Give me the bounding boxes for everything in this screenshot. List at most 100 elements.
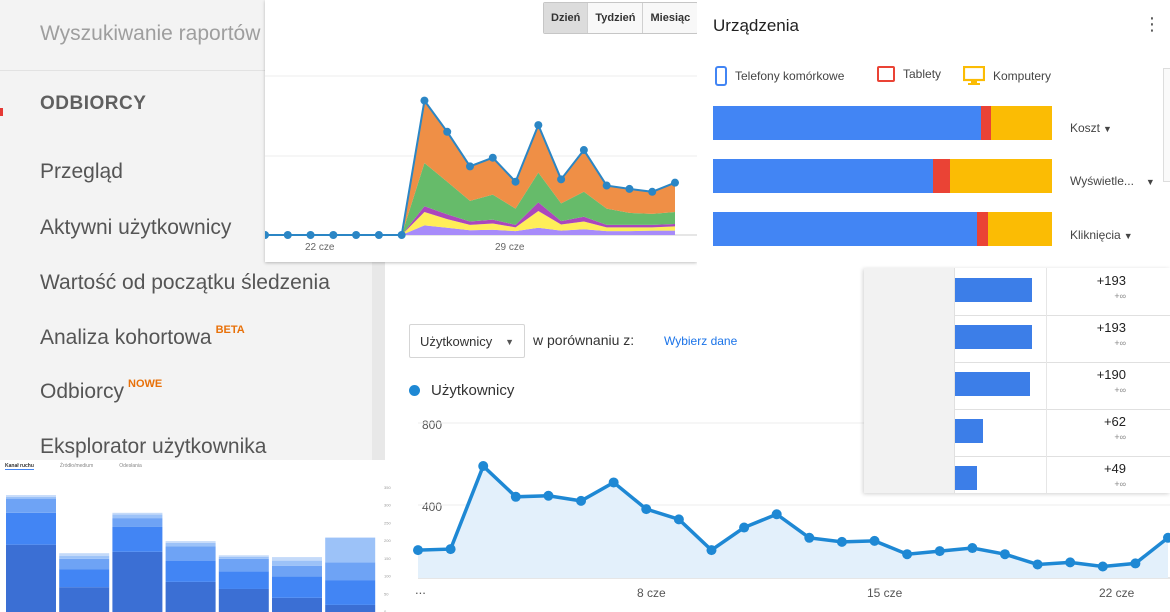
users-point[interactable] — [804, 532, 815, 543]
bar-segment[interactable] — [272, 576, 322, 598]
share-segment-desktop[interactable] — [950, 159, 1052, 193]
total-point[interactable] — [648, 187, 657, 196]
users-point[interactable] — [1065, 557, 1076, 568]
users-point[interactable] — [902, 549, 913, 560]
bar-segment[interactable] — [6, 498, 56, 513]
users-point[interactable] — [706, 545, 717, 556]
share-segment-mobile[interactable] — [713, 212, 978, 246]
nav-item-user-explorer[interactable]: Eksplorator użytkownika — [40, 435, 266, 459]
bar-segment[interactable] — [112, 514, 163, 519]
bar-segment[interactable] — [165, 542, 216, 547]
share-segment-mobile[interactable] — [713, 106, 981, 140]
nav-item-cohort-analysis[interactable]: Analiza kohortowa BETA — [40, 324, 245, 350]
bar-segment[interactable] — [112, 512, 163, 515]
bar-segment[interactable] — [218, 588, 269, 612]
total-point[interactable] — [602, 181, 611, 190]
metric-select-impressions[interactable]: Wyświetle... ▼ — [1070, 174, 1155, 188]
share-segment-desktop[interactable] — [987, 212, 1052, 246]
bar-segment[interactable] — [59, 553, 110, 557]
total-point[interactable] — [534, 121, 543, 130]
users-point[interactable] — [478, 461, 489, 472]
total-point[interactable] — [443, 127, 452, 136]
tab-channel[interactable]: Kanał ruchu — [5, 463, 34, 470]
pick-data-link[interactable]: Wybierz dane — [664, 334, 738, 348]
granularity-month-button[interactable]: Miesiąc — [642, 3, 697, 33]
bar-segment[interactable] — [218, 556, 269, 559]
nav-item-active-users[interactable]: Aktywni użytkownicy — [40, 216, 231, 240]
tab-source-medium[interactable]: Źródło/medium — [59, 463, 94, 469]
users-point[interactable] — [934, 546, 945, 557]
legend-mobile[interactable]: Telefony komórkowe — [715, 66, 844, 86]
share-segment-tablet[interactable] — [977, 212, 988, 246]
total-point[interactable] — [466, 162, 474, 171]
granularity-day-button[interactable]: Dzień — [544, 3, 588, 33]
total-point[interactable] — [671, 178, 679, 187]
total-point[interactable] — [511, 177, 520, 186]
users-point[interactable] — [739, 522, 750, 533]
table-row[interactable]: +193 +∞ — [864, 268, 1170, 316]
legend-tablet[interactable]: Tablety — [877, 66, 941, 82]
legend-desktop[interactable]: Komputery — [963, 66, 1051, 86]
bar-segment[interactable] — [218, 558, 269, 572]
share-segment-tablet[interactable] — [980, 106, 991, 140]
nav-item-lifetime-value[interactable]: Wartość od początku śledzenia — [40, 271, 330, 295]
users-point[interactable] — [1130, 558, 1141, 569]
bar-segment[interactable] — [59, 587, 110, 612]
bar-segment[interactable] — [59, 569, 110, 588]
total-point[interactable] — [283, 231, 292, 239]
more-vert-icon[interactable]: ⋮ — [1143, 14, 1161, 34]
users-point[interactable] — [1032, 559, 1043, 570]
bar-segment[interactable] — [59, 558, 110, 570]
bar-segment[interactable] — [112, 526, 163, 552]
total-point[interactable] — [329, 231, 338, 239]
bar-segment[interactable] — [325, 537, 376, 563]
total-point[interactable] — [397, 231, 406, 239]
total-point[interactable] — [265, 231, 269, 239]
bar-segment[interactable] — [112, 518, 163, 527]
card-scrollbar[interactable] — [1163, 68, 1170, 182]
share-segment-tablet[interactable] — [933, 159, 951, 193]
total-point[interactable] — [488, 153, 497, 162]
users-point[interactable] — [445, 544, 456, 555]
bar-segment[interactable] — [218, 571, 269, 589]
users-point[interactable] — [771, 509, 782, 520]
bar-segment[interactable] — [272, 597, 322, 612]
total-point[interactable] — [306, 231, 315, 239]
table-row[interactable]: +193 +∞ — [864, 315, 1170, 363]
users-point[interactable] — [510, 491, 521, 502]
bar-segment[interactable] — [6, 495, 56, 497]
total-point[interactable] — [374, 231, 383, 239]
users-point[interactable] — [1163, 532, 1170, 543]
total-point[interactable] — [625, 184, 634, 193]
share-segment-desktop[interactable] — [990, 106, 1052, 140]
total-point[interactable] — [557, 175, 566, 184]
granularity-week-button[interactable]: Tydzień — [587, 3, 643, 33]
bar-segment[interactable] — [325, 580, 376, 605]
users-point[interactable] — [641, 504, 652, 515]
bar-segment[interactable] — [165, 546, 216, 561]
total-point[interactable] — [579, 146, 588, 155]
users-point[interactable] — [413, 545, 423, 556]
users-point[interactable] — [543, 490, 554, 501]
total-point[interactable] — [420, 96, 429, 105]
bar-segment[interactable] — [165, 560, 216, 582]
users-point[interactable] — [967, 543, 978, 554]
bar-segment[interactable] — [6, 544, 56, 612]
users-point[interactable] — [673, 514, 684, 525]
metric-select-cost[interactable]: Koszt ▼ — [1070, 121, 1112, 135]
bar-segment[interactable] — [6, 496, 56, 499]
nav-item-audiences[interactable]: Odbiorcy NOWE — [40, 378, 162, 404]
bar-segment[interactable] — [272, 560, 322, 566]
report-search-input[interactable]: Wyszukiwanie raportów — [40, 22, 261, 45]
table-row[interactable]: +62 +∞ — [864, 409, 1170, 457]
nav-item-overview[interactable]: Przegląd — [40, 160, 123, 184]
metric-dropdown[interactable]: Użytkownicy ▼ — [409, 324, 525, 358]
bar-segment[interactable] — [6, 512, 56, 545]
bar-segment[interactable] — [112, 551, 163, 612]
users-point[interactable] — [999, 549, 1010, 560]
users-point[interactable] — [608, 477, 619, 488]
bar-segment[interactable] — [325, 562, 376, 581]
bar-segment[interactable] — [59, 556, 110, 559]
metric-select-clicks[interactable]: Kliknięcia ▼ — [1070, 228, 1133, 242]
share-segment-mobile[interactable] — [713, 159, 934, 193]
